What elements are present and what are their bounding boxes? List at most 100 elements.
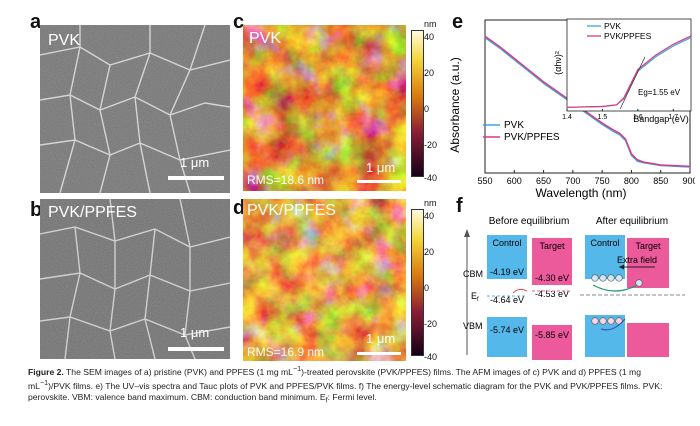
before-transfer-arrow <box>512 288 528 294</box>
electron-markers <box>591 274 643 287</box>
colorbar-tick: -40 <box>424 352 438 362</box>
x-tick-label: 550 <box>477 176 492 186</box>
x-tick-label: 900 <box>682 176 695 186</box>
vbm-control-value: -5.74 eV <box>490 325 524 335</box>
colorbar-tick: 20 <box>424 247 435 257</box>
inset-x-tick-label: 1.6 <box>633 114 643 121</box>
sem-grains-pvk-ppfes <box>40 199 230 359</box>
colorbar-c <box>411 30 424 177</box>
extra-field-label: Extra field <box>617 255 657 265</box>
hole-markers <box>591 317 623 325</box>
before-control-label: Control <box>492 238 521 248</box>
sem-title-pvk: PVK <box>48 32 81 49</box>
rms-pvk-ppfes: RMS=16.9 nm <box>247 345 325 359</box>
uv-vis-chart: 550 600 650 700 750 800 850 900 1.4 1.5 1.6 1.7 Wa… <box>448 18 695 200</box>
series-line-pvk <box>484 37 691 168</box>
sem-title-pvk-ppfes: PVK/PPFES <box>48 204 137 221</box>
after-hole-path <box>600 318 626 331</box>
afm-title-pvk-ppfes: PVK/PPFES <box>247 202 336 219</box>
scale-bar-b <box>168 347 224 351</box>
legend-label-pvk-ppfes: PVK/PPFES <box>504 132 560 143</box>
afm-image-pvk: PVK RMS=18.6 nm 1 μm <box>243 25 406 191</box>
tauc-inset-axes: 1.4 1.5 1.6 1.7 <box>562 18 692 121</box>
uv-vis-ylabel: Absorbance (a.u.) <box>448 57 462 152</box>
x-tick-label: 850 <box>653 176 668 186</box>
tauc-inset-series <box>566 35 692 110</box>
cbm-label: CBM <box>463 269 483 279</box>
caption-text-1: The SEM images of a) pristine (PVK) and … <box>63 366 293 377</box>
ef-label: Ef <box>471 291 479 303</box>
sem-grains-pvk <box>40 25 230 193</box>
tauc-tangent-line <box>619 56 646 110</box>
colorbar-c-labels: nm 40 20 0 -20 -40 <box>424 19 454 189</box>
caption-label: Figure 2. <box>28 366 64 377</box>
x-tick-label: 750 <box>595 176 610 186</box>
caption-text-4: : Fermi level. <box>327 392 377 403</box>
after-control-label: Control <box>590 238 619 248</box>
scale-text-d: 1 μm <box>366 331 396 346</box>
colorbar-unit-d: nm <box>424 198 437 208</box>
x-tick-label: 700 <box>565 176 580 186</box>
inset-legend-label-pvk-ppfes: PVK/PPFES <box>604 31 652 41</box>
after-control-cb <box>585 235 625 279</box>
tauc-ylabel: (αhν)² <box>553 51 563 75</box>
inset-series-line-pvk-ppfes <box>566 35 692 108</box>
colorbar-tick: 40 <box>424 211 435 221</box>
caption-sub: f <box>325 396 328 405</box>
colorbar-tick: 0 <box>424 283 430 293</box>
inset-x-tick-label: 1.7 <box>668 114 678 121</box>
x-tick-label: 800 <box>624 176 639 186</box>
colorbar-tick: -20 <box>424 319 438 329</box>
x-tick-label: 650 <box>536 176 551 186</box>
colorbar-tick: 20 <box>424 68 435 78</box>
x-tick-label: 600 <box>507 176 522 186</box>
extra-field-arrow-head <box>619 264 624 270</box>
colorbar-d-labels: nm 40 20 0 -20 -40 <box>424 198 454 368</box>
series-line-pvk-ppfes <box>484 35 691 167</box>
panel-b-label: b <box>30 199 43 221</box>
vbm-target-value: -5.85 eV <box>535 330 569 340</box>
afm-topography-pvk <box>243 25 406 191</box>
scale-text-b: 1 μm <box>180 325 210 340</box>
afm-title-pvk: PVK <box>249 30 282 47</box>
panel-a-label: a <box>30 11 42 33</box>
afm-image-pvk-ppfes: PVK/PPFES RMS=16.9 nm 1 μm <box>243 199 406 361</box>
ef-control-value: -4.64 eV <box>490 295 524 305</box>
after-target-label: Target <box>635 241 661 251</box>
caption-text-3: )/PVK films. e) The UV–vis spectra and T… <box>28 380 663 403</box>
uv-vis-xlabel: Wavelength (nm) <box>536 186 627 200</box>
cbm-target-value: -4.30 eV <box>535 273 569 283</box>
figure-caption: Figure 2. The SEM images of a) pristine … <box>28 364 678 407</box>
sem-image-pvk-ppfes: PVK/PPFES 1 μm <box>40 199 230 359</box>
energy-level-diagram: Before equilibrium After equilibrium Con… <box>463 216 685 360</box>
panel-e-label: e <box>452 11 464 33</box>
tauc-frame <box>566 18 692 112</box>
panel-d-label: d <box>233 197 246 219</box>
caption-sup-1: −1 <box>292 365 302 373</box>
scale-text-c: 1 μm <box>366 160 396 175</box>
caption-sup-2: −1 <box>39 379 49 388</box>
colorbar-d <box>411 209 424 356</box>
colorbar-tick: -40 <box>424 173 438 183</box>
inset-x-tick-label: 1.5 <box>598 114 608 121</box>
colorbar-unit-c: nm <box>424 19 437 29</box>
afm-topography-pvk-ppfes <box>243 199 406 361</box>
scale-bar-a <box>168 176 224 180</box>
legend-label-pvk: PVK <box>504 120 524 131</box>
tauc-xlabel: Bandgap (eV) <box>633 114 689 124</box>
vbm-label: VBM <box>463 321 483 331</box>
tauc-annotation: Eg=1.55 eV <box>638 88 681 97</box>
scale-text-a: 1 μm <box>180 155 210 170</box>
rms-pvk: RMS=18.6 nm <box>247 173 325 187</box>
sem-image-pvk: PVK 1 μm <box>40 25 230 193</box>
before-control-gap <box>487 279 527 317</box>
scale-bar-d <box>357 352 401 355</box>
after-title: After equilibrium <box>596 216 668 227</box>
cbm-control-value: -4.19 eV <box>490 267 524 277</box>
before-target-label: Target <box>539 241 565 251</box>
uv-vis-series <box>484 35 691 168</box>
colorbar-tick: 40 <box>424 32 435 42</box>
panel-f-label: f <box>456 195 463 217</box>
inset-x-tick-label: 1.4 <box>562 114 572 121</box>
after-target-cb <box>627 238 669 288</box>
